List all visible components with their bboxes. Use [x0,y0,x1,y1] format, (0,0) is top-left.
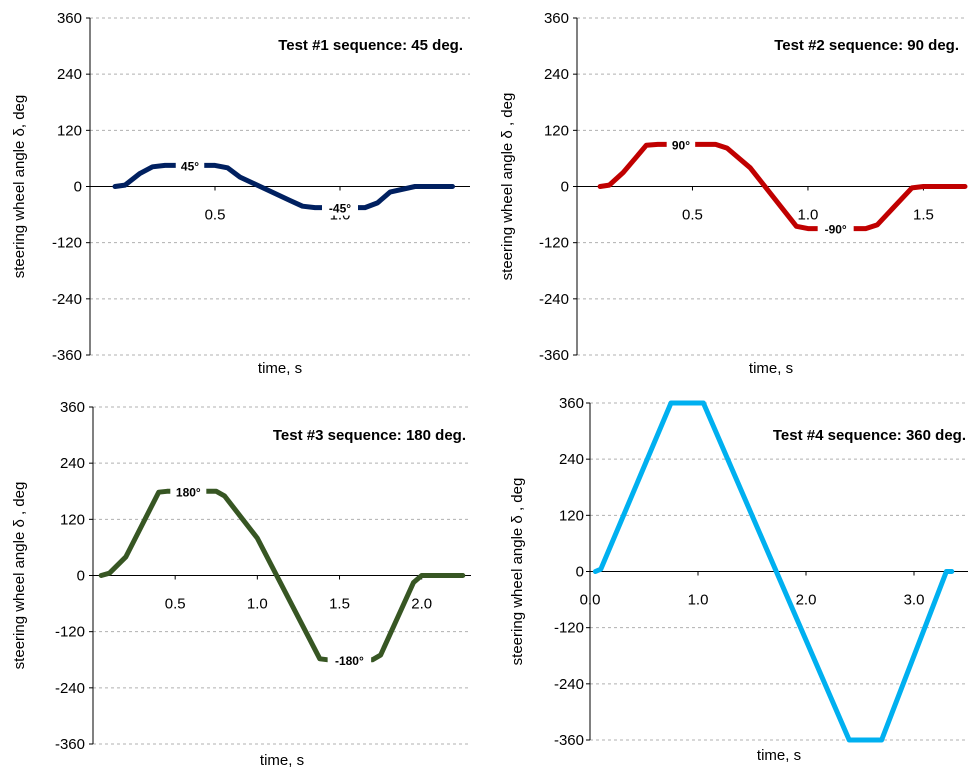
series-line [112,162,455,211]
x-tick-label: 0.5 [205,207,226,224]
data-label-background [666,135,696,153]
data-label-background [817,219,854,237]
y-tick-label: -120 [52,235,82,252]
y-tick-label: 120 [57,122,82,139]
data-label-background [322,198,358,216]
data-label-background [327,650,372,668]
y-tick-label: 240 [60,455,85,472]
chart-panel-4: 360 240 120 0 -120 -240 -360 0.0 1.0 2.0 3.0 Test #… [509,395,968,764]
data-label: -90° [825,223,847,237]
x-tick-label: 3.0 [904,592,925,609]
series-line [592,400,955,743]
y-axis-title: steering wheel angle δ , deg [499,93,516,281]
y-tick-label: 240 [57,66,82,83]
y-tick-label: -120 [539,235,569,252]
y-tick-label: 120 [544,122,569,139]
y-tick-label: -360 [52,347,82,364]
y-axis-title: steering wheel angle δ, deg [11,95,28,278]
y-tick-label: 360 [544,10,569,27]
y-tick-label: 240 [544,66,569,83]
y-tick-label: 0 [576,564,584,581]
y-tick-label: 360 [559,395,584,412]
chart-title: Test #1 sequence: 45 deg. [278,37,463,54]
data-label: -180° [335,654,364,668]
x-axis-title: time, s [260,752,304,769]
x-tick-label: 1.0 [247,596,268,613]
data-label: 90° [672,138,690,152]
y-tick-label: 0 [561,179,569,196]
x-tick-label: 0.5 [682,207,703,224]
y-tick-label: 0 [74,179,82,196]
y-tick-label: 360 [57,10,82,27]
y-tick-label: -120 [554,620,584,637]
x-tick-label: 2.0 [411,596,432,613]
y-axis-title: steering wheel angle δ , deg [509,478,526,666]
data-label: 45° [181,159,199,173]
chart-panel-3: 360 240 120 0 -120 -240 -360 0.5 1.0 1.5 2.0 180° -1… [11,399,471,769]
x-tick-label: 1.0 [688,592,709,609]
y-tick-label: -360 [554,732,584,749]
y-tick-label: -240 [52,291,82,308]
y-axis-title: steering wheel angle δ , deg [11,482,28,670]
data-label-background [170,482,207,500]
x-axis-title: time, s [258,360,302,377]
x-tick-label: 1.0 [798,207,819,224]
y-tick-label: -240 [539,291,569,308]
x-tick-label: 0.5 [165,596,186,613]
y-tick-label: 360 [60,399,85,416]
y-tick-label: -120 [55,624,85,641]
series-line [98,488,466,663]
chart-panel-1: 3602401200-120-240-3600.51.045°-45°Test … [11,10,470,377]
y-tick-label: 120 [60,511,85,528]
y-tick-label: -240 [554,676,584,693]
data-label-background [175,156,205,174]
chart-title: Test #4 sequence: 360 deg. [773,427,966,444]
x-tick-label: 2.0 [796,592,817,609]
x-axis-title: time, s [749,360,793,377]
y-tick-label: -360 [55,736,85,753]
data-label: 180° [176,485,201,499]
chart-title: Test #2 sequence: 90 deg. [774,37,959,54]
y-tick-label: 0 [77,568,85,585]
y-tick-label: -240 [55,680,85,697]
series-line [597,141,968,232]
x-tick-label: 1.5 [329,596,350,613]
x-axis-title: time, s [757,747,801,764]
chart-panel-2: 360 240 120 0 -120 -240 -360 0.5 1.0 1.5 90° -90° Te… [499,10,968,377]
x-tick-label: 0.0 [580,592,601,609]
x-tick-label: 1.5 [913,207,934,224]
y-tick-label: -360 [539,347,569,364]
y-tick-label: 120 [559,507,584,524]
y-tick-label: 240 [559,451,584,468]
data-label: -45° [329,202,351,216]
chart-title: Test #3 sequence: 180 deg. [273,427,466,444]
